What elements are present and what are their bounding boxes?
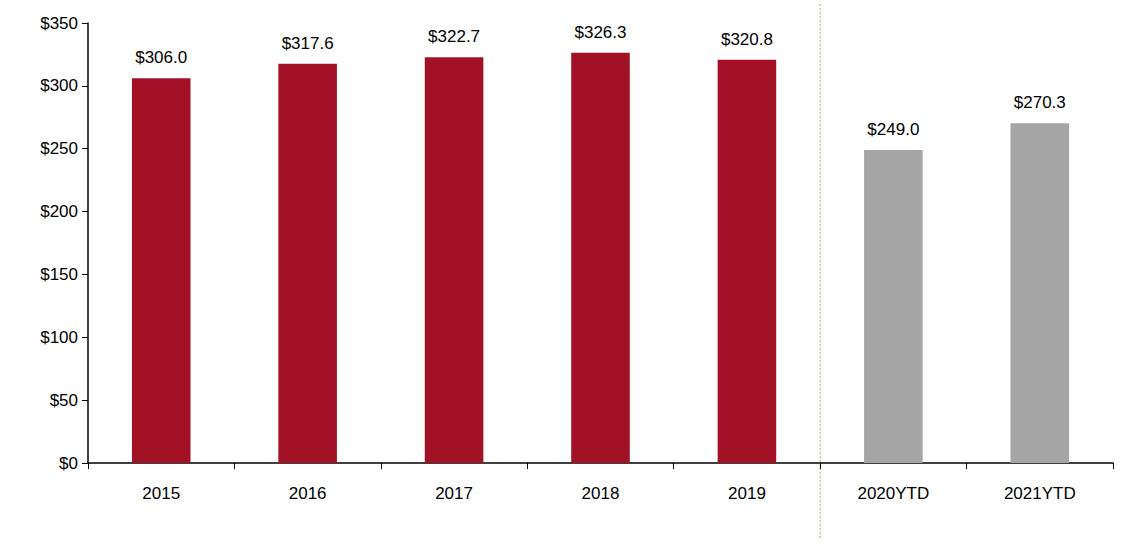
svg-text:$0: $0 <box>59 454 78 473</box>
svg-text:$350: $350 <box>40 14 78 33</box>
svg-text:2017: 2017 <box>435 484 473 503</box>
svg-text:$300: $300 <box>40 76 78 95</box>
svg-text:$200: $200 <box>40 202 78 221</box>
svg-text:$326.3: $326.3 <box>575 23 627 42</box>
svg-text:$306.0: $306.0 <box>135 48 187 67</box>
svg-text:2016: 2016 <box>289 484 327 503</box>
svg-text:$317.6: $317.6 <box>282 34 334 53</box>
svg-text:$150: $150 <box>40 265 78 284</box>
svg-text:$249.0: $249.0 <box>867 120 919 139</box>
svg-text:2021YTD: 2021YTD <box>1004 484 1076 503</box>
svg-text:$322.7: $322.7 <box>428 27 480 46</box>
svg-text:$100: $100 <box>40 328 78 347</box>
svg-text:2020YTD: 2020YTD <box>857 484 929 503</box>
svg-text:2018: 2018 <box>582 484 620 503</box>
svg-text:$270.3: $270.3 <box>1014 93 1066 112</box>
svg-text:$320.8: $320.8 <box>721 30 773 49</box>
svg-text:2019: 2019 <box>728 484 766 503</box>
svg-text:$50: $50 <box>50 391 78 410</box>
svg-text:$250: $250 <box>40 139 78 158</box>
svg-text:2015: 2015 <box>142 484 180 503</box>
